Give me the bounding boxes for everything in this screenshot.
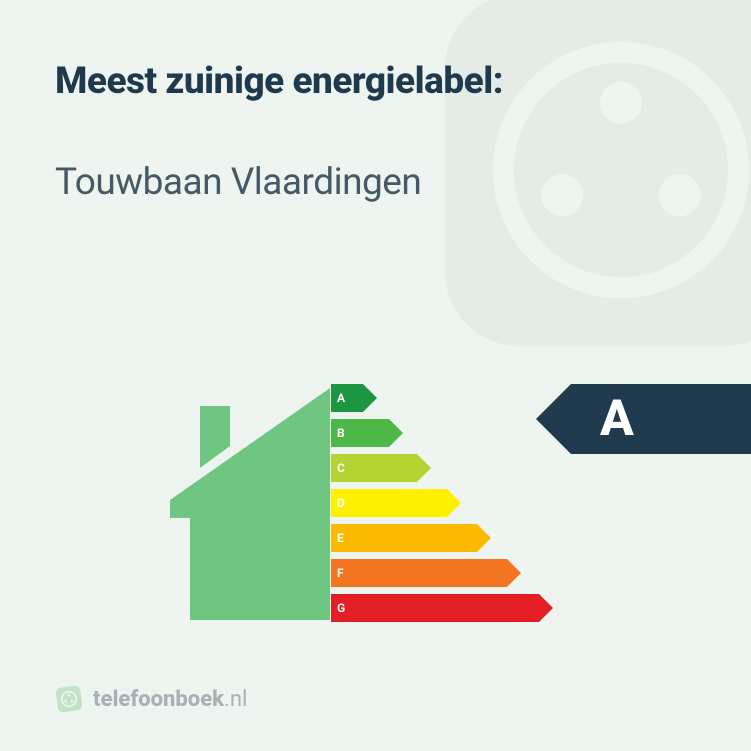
selected-label-bg: [536, 384, 751, 454]
bar-shape: [331, 454, 431, 482]
content-block: Meest zuinige energielabel: Touwbaan Vla…: [0, 0, 751, 204]
footer-logo-icon: [55, 685, 83, 713]
bar-label: E: [337, 531, 344, 545]
selected-label-text: A: [600, 390, 634, 448]
selected-label-badge: A: [536, 384, 751, 454]
footer-brand: telefoonboek.nl: [55, 685, 247, 713]
footer-text: telefoonboek.nl: [93, 687, 247, 712]
energy-label-chart: A B C D E F G A: [0, 370, 751, 650]
footer-brand-bold: telefoonboek: [93, 687, 224, 712]
bar-label: D: [337, 496, 345, 510]
bar-label: B: [337, 426, 345, 440]
bar-shape: [331, 524, 491, 552]
bar-shape: [331, 559, 521, 587]
house-icon: [170, 388, 330, 633]
bar-label: G: [337, 601, 345, 615]
bar-shape: [331, 489, 461, 517]
bar-shape: [331, 594, 553, 622]
bar-label: F: [337, 566, 344, 580]
page-subtitle: Touwbaan Vlaardingen: [55, 161, 696, 204]
page-title: Meest zuinige energielabel:: [55, 60, 696, 103]
bar-label: C: [337, 461, 345, 475]
footer-brand-thin: .nl: [224, 687, 247, 712]
bar-label: A: [337, 391, 345, 405]
